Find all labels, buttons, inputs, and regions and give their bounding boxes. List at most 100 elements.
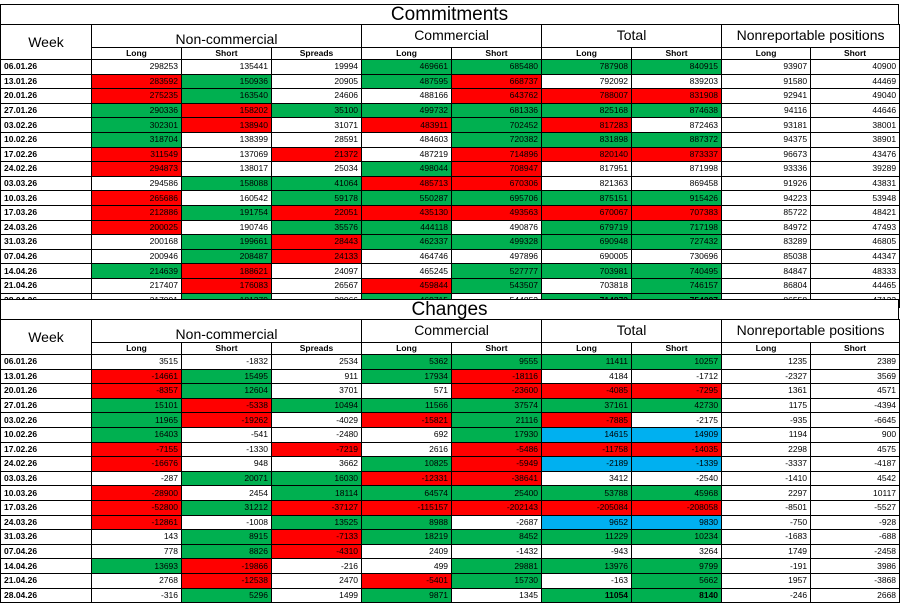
value-cell: -8501	[721, 499, 812, 516]
value-cell: -216	[270, 558, 363, 574]
table-row: 31.03.26 143 8915 -7133 18219 8452 11229 10234-…	[0, 529, 900, 545]
table-row: 10.02.26 16403 -541 -2480 692 17930 14615 14909…	[0, 426, 900, 443]
value-cell: 703818	[541, 277, 633, 294]
value-cell: 717198	[631, 219, 723, 236]
value-cell: 900	[810, 426, 900, 443]
value-cell: 15101	[91, 397, 182, 414]
table-row: 24.03.26 -12861 -1008 13525 8988 -2687 9652 983…	[0, 514, 900, 531]
value-cell: 4542	[810, 470, 900, 487]
value-cell: -5338	[181, 397, 272, 414]
value-cell: -163	[541, 572, 633, 589]
value-cell: 190746	[181, 219, 272, 236]
value-cell: 2298	[721, 441, 812, 458]
value-cell: 821363	[541, 175, 633, 192]
week-header: Week	[0, 319, 92, 355]
value-cell: -6645	[810, 412, 900, 428]
changes-table: Week Non-commercial Commercial Total Nonrepo…	[0, 319, 900, 603]
commitments-table: Week Non-commercial Commercial Total Nonrepo…	[0, 24, 900, 309]
week-cell: 24.03.26	[0, 514, 92, 531]
week-cell: 20.01.26	[0, 383, 92, 399]
value-cell: 44465	[810, 277, 900, 294]
value-cell: -7219	[270, 441, 363, 458]
group-header-commercial: Commercial	[361, 319, 543, 343]
column-header: Short	[631, 46, 723, 61]
value-cell: 84847	[721, 263, 812, 279]
table-row: 03.02.26 302301 138940 31071 483911 702452 817…	[0, 117, 900, 133]
table-row: 14.04.26 214639 188621 24097 465245 527777 703…	[0, 263, 900, 279]
value-cell: 817283	[541, 117, 633, 133]
value-cell: -37127	[270, 499, 363, 516]
value-cell: -28900	[91, 485, 182, 501]
value-cell: -4310	[270, 543, 363, 560]
value-cell: -1008	[181, 514, 272, 531]
value-cell: 265686	[91, 190, 182, 206]
table-row: 24.02.26 294873 138017 25034 498044 708947 817…	[0, 161, 900, 177]
value-cell: 158202	[181, 102, 272, 119]
value-cell: 1235	[721, 354, 812, 370]
group-header-non-commercial: Non-commercial	[90, 319, 363, 343]
value-cell: -5401	[361, 572, 453, 589]
value-cell: 543507	[451, 277, 543, 294]
week-cell: 31.03.26	[0, 529, 92, 545]
week-cell: 21.04.26	[0, 572, 92, 589]
table-row: 17.02.26 311549 137069 21372 487219 714896 820…	[0, 146, 900, 163]
value-cell: 48421	[810, 204, 900, 221]
value-cell: 4571	[810, 383, 900, 399]
value-cell: 38001	[810, 117, 900, 133]
value-cell: 740495	[631, 263, 723, 279]
value-cell: 3515	[91, 354, 182, 370]
value-cell: 298253	[91, 59, 182, 75]
value-cell: 8140	[631, 587, 723, 603]
value-cell: 3264	[631, 543, 723, 560]
value-cell: 459844	[361, 277, 453, 294]
value-cell: 18114	[270, 485, 363, 501]
value-cell: 708947	[451, 161, 543, 177]
week-cell: 03.02.26	[0, 412, 92, 428]
value-cell: 275235	[91, 88, 182, 104]
value-cell: 487595	[361, 73, 453, 90]
value-cell: 16030	[270, 470, 363, 487]
value-cell: 2409	[361, 543, 453, 560]
value-cell: 2668	[810, 587, 900, 603]
column-header: Long	[541, 46, 633, 61]
value-cell: 91926	[721, 175, 812, 192]
column-header: Short	[451, 341, 543, 356]
value-cell: 12604	[181, 383, 272, 399]
value-cell: 143	[91, 529, 182, 545]
value-cell: 53788	[541, 485, 633, 501]
value-cell: -5527	[810, 499, 900, 516]
value-cell: 2534	[270, 354, 363, 370]
value-cell: -12331	[361, 470, 453, 487]
table-row: 17.02.26 -7155 -1330 -7219 2616 -5486 -11758 -1…	[0, 441, 900, 458]
value-cell: 94223	[721, 190, 812, 206]
value-cell: 191754	[181, 204, 272, 221]
value-cell: -688	[810, 529, 900, 545]
value-cell: 31071	[270, 117, 363, 133]
value-cell: -935	[721, 412, 812, 428]
value-cell: 16403	[91, 426, 182, 443]
value-cell: 792092	[541, 73, 633, 90]
table-row: 03.03.26 -287 20071 16030 -12331 -38641 3412 -2…	[0, 470, 900, 487]
column-header: Long	[721, 46, 812, 61]
value-cell: 93181	[721, 117, 812, 133]
group-header-total: Total	[541, 24, 723, 48]
value-cell: -287	[91, 470, 182, 487]
value-cell: 290336	[91, 102, 182, 119]
week-cell: 10.02.26	[0, 131, 92, 148]
column-header: Short	[181, 46, 272, 61]
value-cell: -52800	[91, 499, 182, 516]
week-cell: 10.03.26	[0, 190, 92, 206]
value-cell: 831908	[631, 88, 723, 104]
value-cell: 872463	[631, 117, 723, 133]
value-cell: 85722	[721, 204, 812, 221]
value-cell: 692	[361, 426, 453, 443]
table-row: 10.03.26 -28900 2454 18114 64574 25400 53788 45…	[0, 485, 900, 501]
value-cell: 44646	[810, 102, 900, 119]
value-cell: 527777	[451, 263, 543, 279]
value-cell: 17934	[361, 368, 453, 385]
column-header: Short	[810, 341, 900, 356]
value-cell: 1345	[451, 587, 543, 603]
value-cell: 37574	[451, 397, 543, 414]
value-cell: 550287	[361, 190, 453, 206]
value-cell: 9830	[631, 514, 723, 531]
